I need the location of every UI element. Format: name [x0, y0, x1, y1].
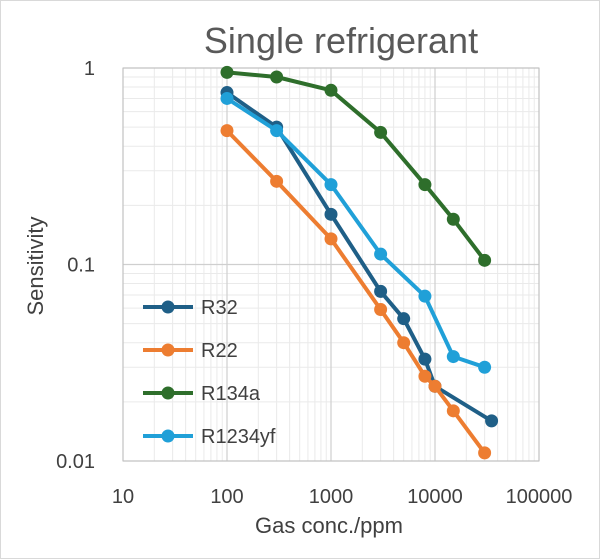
data-point-r32 [374, 284, 388, 298]
data-point-r1234yf [374, 247, 388, 261]
legend-marker [161, 300, 175, 314]
data-point-r22 [478, 446, 492, 460]
x-axis-label: Gas conc./ppm [255, 513, 403, 538]
data-point-r134a [270, 70, 284, 84]
data-point-r1234yf [478, 360, 492, 374]
data-point-r134a [418, 178, 432, 192]
data-point-r22 [418, 369, 432, 383]
legend-label: R1234yf [201, 426, 276, 448]
grid [122, 67, 540, 462]
x-tick-label: 10 [112, 486, 134, 508]
x-tick-label: 100000 [506, 486, 573, 508]
data-point-r1234yf [418, 289, 432, 303]
data-point-r32 [397, 312, 411, 326]
y-tick-label: 0.01 [56, 451, 95, 473]
data-point-r22 [270, 174, 284, 188]
data-point-r22 [428, 379, 442, 393]
series-line-r32 [225, 90, 494, 423]
data-point-r22 [446, 404, 460, 418]
data-point-r134a [478, 253, 492, 267]
legend-label: R22 [201, 340, 238, 362]
data-point-r32 [485, 414, 499, 428]
y-tick-label: 1 [84, 58, 95, 80]
data-point-r32 [324, 207, 338, 221]
series-line-r1234yf [225, 96, 487, 370]
series-r22 [220, 124, 492, 460]
series-lines [220, 65, 499, 460]
x-tick-label: 10000 [407, 486, 463, 508]
legend-item-r22: R22 [143, 340, 238, 362]
series-r134a [220, 65, 492, 267]
data-point-r1234yf [446, 350, 460, 364]
y-axis-label: Sensitivity [23, 216, 48, 315]
data-point-r134a [220, 65, 234, 79]
legend-marker [161, 343, 175, 357]
data-point-r1234yf [220, 91, 234, 105]
series-r32 [220, 86, 499, 428]
legend-item-r134a: R134a [143, 383, 261, 405]
data-point-r32 [418, 352, 432, 366]
series-r1234yf [220, 91, 492, 374]
data-point-r134a [324, 83, 338, 97]
plot-area-border [122, 67, 540, 462]
legend-marker [161, 386, 175, 400]
series-line-r22 [225, 128, 487, 455]
chart-title: Single refrigerant [204, 20, 478, 61]
legend-item-r1234yf: R1234yf [143, 426, 276, 448]
data-point-r22 [397, 336, 411, 350]
legend-marker [161, 429, 175, 443]
data-point-r134a [446, 212, 460, 226]
data-point-r22 [374, 303, 388, 317]
data-point-r134a [374, 125, 388, 139]
data-point-r1234yf [324, 178, 338, 192]
x-tick-label: 100 [210, 486, 243, 508]
legend: R32 R22 R134a R1234yf [143, 297, 276, 448]
series-line-r134a [225, 70, 487, 263]
legend-item-r32: R32 [143, 297, 238, 319]
tick-labels: 10 100 1000 10000 100000 0.01 0.1 1 [56, 58, 572, 508]
x-tick-label: 1000 [309, 486, 354, 508]
data-point-r1234yf [270, 124, 284, 138]
legend-label: R134a [201, 383, 261, 405]
data-point-r22 [324, 232, 338, 246]
legend-label: R32 [201, 297, 238, 319]
y-tick-label: 0.1 [67, 255, 95, 277]
data-point-r22 [220, 124, 234, 138]
